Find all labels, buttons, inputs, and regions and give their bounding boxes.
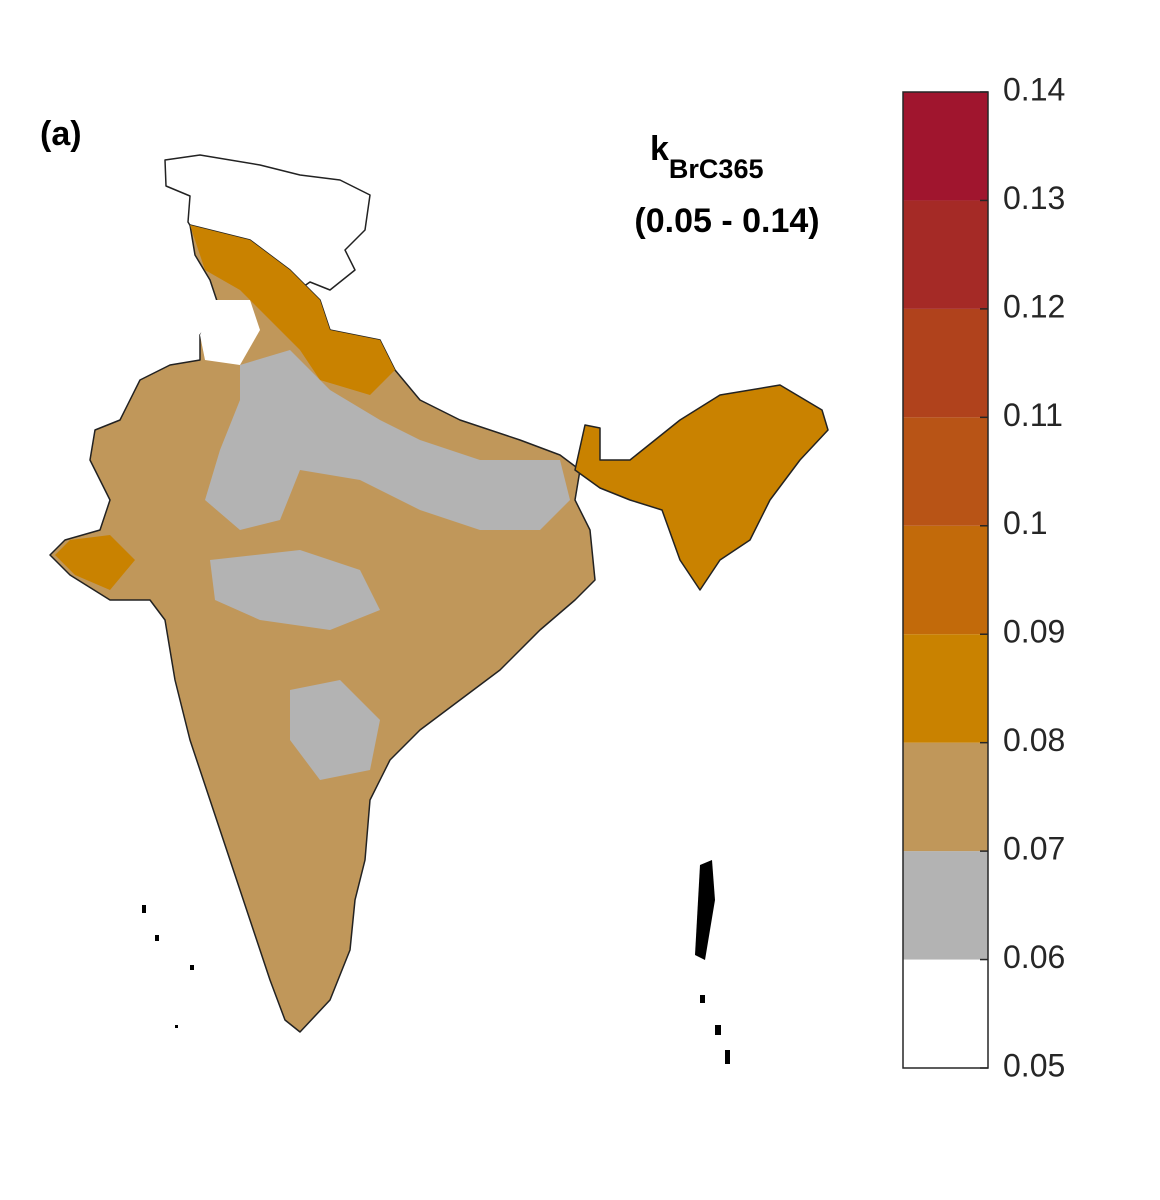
colorbar: 0.05 0.06 0.07 0.08 0.09 0.1 0.11 0.12 0.13 0.14 [902,71,1065,1083]
punjab-region [200,300,260,365]
colorbar-tick-label: 0.12 [1003,288,1065,324]
kashmir-region [164,154,371,297]
islands [142,860,730,1064]
colorbar-tick-label: 0.14 [1003,71,1065,107]
colorbar-bin [903,959,988,1068]
colorbar-bin [903,308,988,418]
colorbar-tick-label: 0.1 [1003,505,1047,541]
colorbar-bin [903,200,988,309]
map [49,154,829,1064]
northeast [574,384,829,591]
colorbar-bin [903,92,988,201]
colorbar-bin [903,742,988,852]
deccan-region [290,680,380,780]
colorbar-tick-label: 0.07 [1003,831,1065,867]
colorbar-bin [903,634,988,743]
title-main: k [650,130,669,168]
central-region [210,550,380,630]
colorbar-tick-label: 0.08 [1003,722,1065,758]
title-range: (0.05 - 0.14) [634,202,819,240]
colorbar-bin [903,525,988,635]
gujarat-region [55,535,135,590]
title-subscript: BrC365 [669,154,764,184]
panel-label: (a) [40,115,82,153]
colorbar-bin [903,851,988,960]
colorbar-tick-label: 0.06 [1003,939,1065,975]
colorbar-tick-label: 0.11 [1003,397,1063,433]
himalayan-region [190,225,395,395]
gangetic-region [205,350,570,530]
colorbar-bin [903,417,988,526]
map-title: kBrC365 [650,130,763,184]
colorbar-tick-label: 0.05 [1003,1047,1065,1083]
colorbar-frame [902,91,989,1069]
colorbar-tick-label: 0.13 [1003,180,1065,216]
colorbar-tick-label: 0.09 [1003,614,1065,650]
